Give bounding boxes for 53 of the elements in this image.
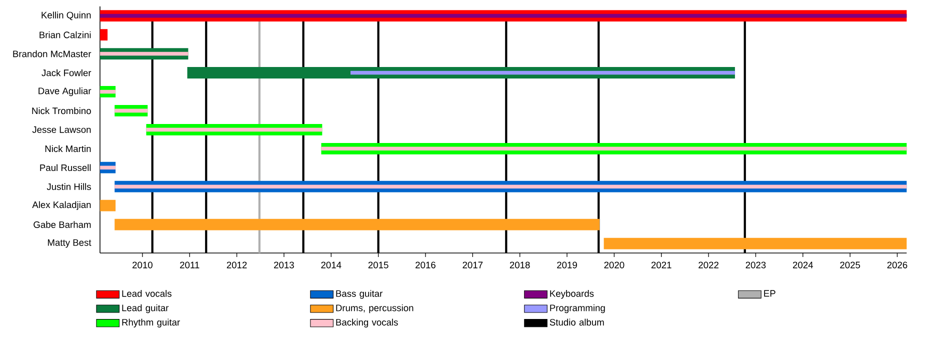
bar [114, 218, 600, 230]
y-tick-label: Matty Best [48, 239, 92, 248]
bar [100, 52, 188, 56]
legend-label: Backing vocals [336, 318, 398, 328]
y-tick-label: Brandon McMaster [13, 50, 92, 58]
bar [100, 90, 116, 94]
x-tick-label: 2010 [132, 262, 152, 268]
bar [100, 14, 907, 18]
bar [114, 108, 148, 113]
y-tick-label: Paul Russell [40, 164, 91, 172]
legend-label: Lead guitar [122, 304, 169, 314]
x-tick-label: 2024 [792, 262, 813, 268]
x-tick-label: 2025 [840, 262, 860, 268]
x-tick-label: 2021 [651, 262, 672, 268]
bar [350, 70, 735, 75]
x-tick-label: 2023 [746, 262, 766, 268]
y-tick-label: Jesse Lawson [32, 126, 91, 133]
y-tick-label: Nick Trombino [32, 107, 91, 114]
bar [100, 29, 108, 40]
y-tick-label: Kellin Quinn [42, 12, 91, 20]
x-tick-label: 2014 [321, 262, 342, 268]
y-tick-label: Jack Fowler [42, 69, 92, 76]
y-tick-label: Nick Martin [45, 145, 91, 152]
x-tick-label: 2011 [180, 262, 200, 268]
legend-label: Rhythm guitar [122, 318, 180, 328]
x-tick-label: 2016 [416, 262, 436, 268]
y-tick-label: Brian Calzini [40, 31, 91, 38]
x-tick-label: 2026 [887, 262, 908, 268]
x-tick-label: 2012 [226, 262, 247, 268]
legend-label: Drums, percussion [336, 304, 414, 314]
x-tick-label: 2017 [462, 262, 483, 268]
y-tick-label: Gabe Barham [34, 221, 91, 228]
legend-label: EP [764, 290, 776, 297]
legend-label: Keyboards [550, 290, 594, 299]
x-tick-label: 2019 [557, 262, 577, 268]
bar [321, 146, 907, 151]
x-tick-label: 2018 [510, 262, 530, 268]
legend-label: Lead vocals [122, 290, 172, 297]
y-tick-label: Dave Aguliar [38, 87, 92, 96]
bar [114, 184, 907, 188]
bar [604, 238, 907, 250]
bar [146, 128, 322, 132]
x-tick-label: 2013 [274, 262, 294, 268]
x-tick-label: 2020 [604, 262, 624, 268]
bar [100, 166, 116, 170]
legend-label: Programming [550, 304, 605, 314]
legend-label: Bass guitar [336, 290, 382, 299]
y-tick-label: Justin Hills [46, 183, 91, 190]
x-tick-label: 2015 [368, 262, 388, 268]
x-tick-label: 2022 [698, 262, 718, 268]
bar [100, 200, 116, 212]
legend-label: Studio album [550, 318, 604, 326]
y-tick-label: Alex Kaladjian [32, 201, 91, 210]
